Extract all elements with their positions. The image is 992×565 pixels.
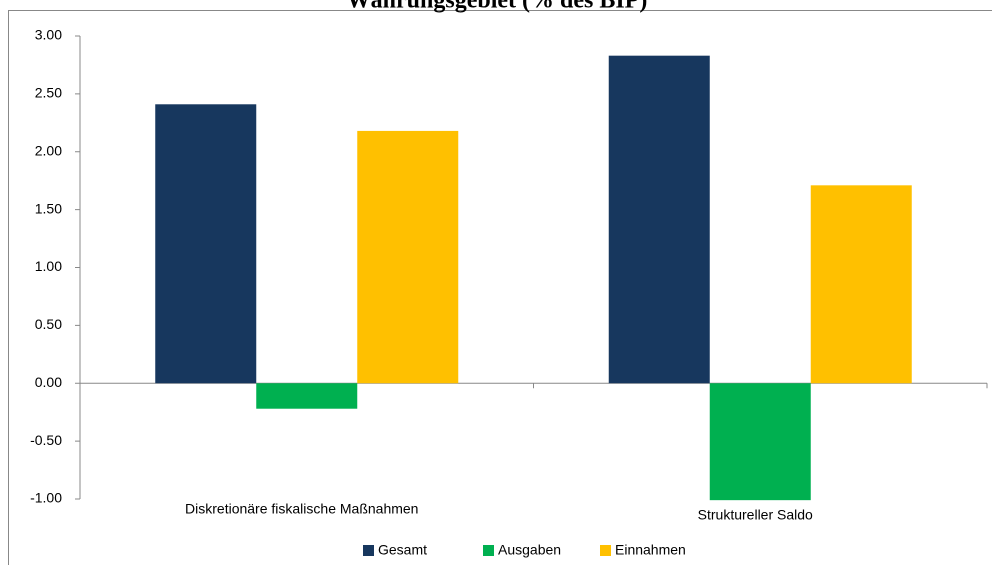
y-tick-label: -0.50 xyxy=(30,432,62,448)
y-tick-label: -1.00 xyxy=(30,490,62,506)
x-tick-label: Struktureller Saldo xyxy=(698,507,813,523)
bar xyxy=(608,55,710,384)
bar xyxy=(810,185,912,384)
chart-frame xyxy=(8,10,992,565)
bar xyxy=(357,130,459,384)
chart-title: Währungsgebiet (% des BIP) xyxy=(347,0,648,14)
y-tick-label: 2.50 xyxy=(35,85,62,101)
y-tick-label: 1.00 xyxy=(35,258,62,274)
y-tick-label: 0.00 xyxy=(35,374,62,390)
bar xyxy=(256,383,358,409)
y-tick-label: 1.50 xyxy=(35,200,62,216)
x-tick-label: Diskretionäre fiskalische Maßnahmen xyxy=(185,501,418,517)
bar xyxy=(709,383,811,501)
y-tick-label: 2.00 xyxy=(35,142,62,158)
legend-swatch xyxy=(363,545,374,556)
legend-label: Ausgaben xyxy=(498,542,561,558)
y-tick-label: 3.00 xyxy=(35,27,62,43)
legend-swatch xyxy=(483,545,494,556)
legend-swatch xyxy=(600,545,611,556)
y-tick-label: 0.50 xyxy=(35,316,62,332)
bar xyxy=(155,104,257,384)
legend-label: Einnahmen xyxy=(615,542,686,558)
legend-label: Gesamt xyxy=(378,542,427,558)
